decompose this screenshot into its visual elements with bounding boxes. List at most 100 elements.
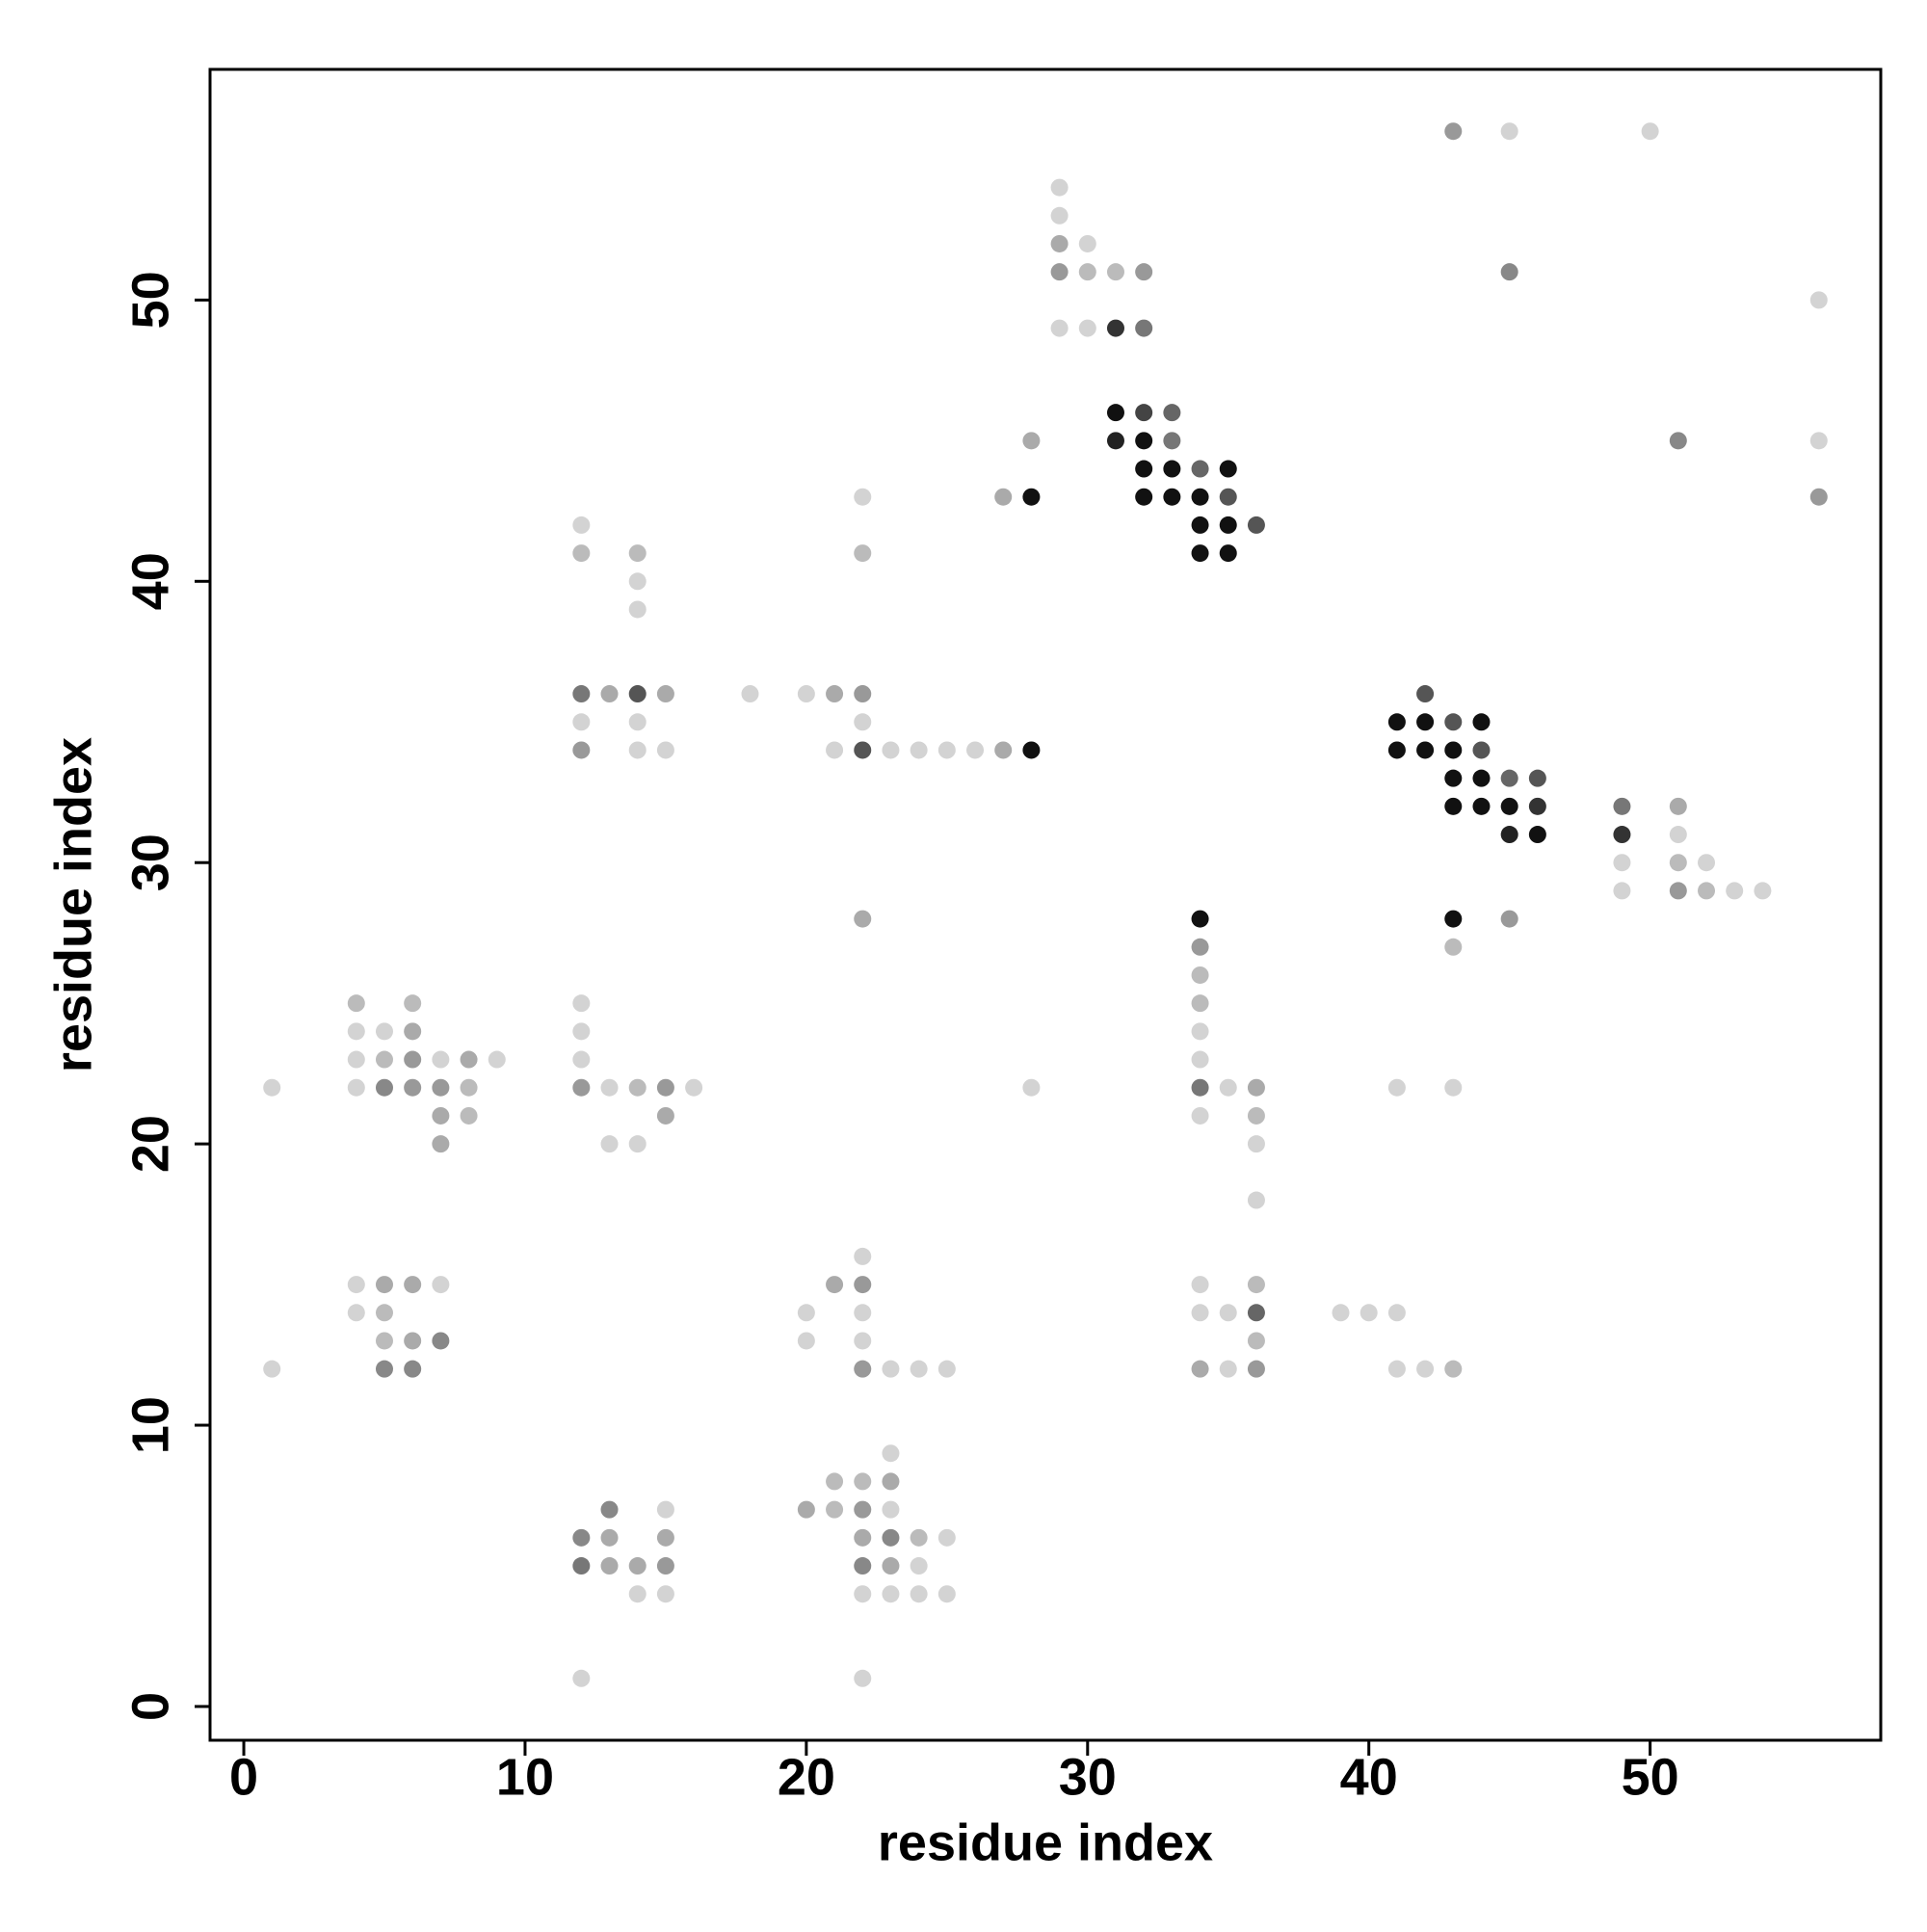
contact-point — [1387, 741, 1406, 759]
contact-point — [656, 685, 674, 703]
contact-point — [1500, 910, 1518, 928]
contact-point — [1809, 488, 1828, 506]
contact-point — [1500, 797, 1518, 815]
contact-point — [572, 1528, 591, 1547]
contact-point — [1809, 291, 1828, 309]
contact-point — [1754, 882, 1772, 900]
contact-point — [656, 741, 674, 759]
x-tick-label: 0 — [229, 1748, 258, 1806]
contact-point — [404, 1276, 422, 1294]
contact-point — [1219, 1078, 1237, 1097]
contact-point — [1050, 263, 1069, 281]
contact-point — [572, 1050, 591, 1069]
contact-point — [375, 1304, 393, 1322]
contact-point — [1528, 797, 1546, 815]
contact-point — [628, 1557, 647, 1575]
contact-point — [937, 1528, 956, 1547]
contact-point — [572, 685, 591, 703]
x-tick-label: 30 — [1059, 1748, 1117, 1806]
contact-point — [1022, 432, 1041, 450]
contact-point — [1444, 122, 1463, 141]
contact-point — [1191, 516, 1209, 534]
contact-point — [572, 1022, 591, 1041]
contact-point — [572, 544, 591, 563]
contact-point — [797, 1500, 815, 1519]
contact-point — [656, 1557, 674, 1575]
contact-point — [882, 1500, 900, 1519]
contact-point — [797, 1332, 815, 1350]
contact-point — [1191, 1304, 1209, 1322]
y-tick-label: 20 — [121, 1115, 179, 1173]
contact-point — [882, 741, 900, 759]
contact-point — [1444, 769, 1463, 787]
contact-point — [628, 1135, 647, 1153]
contact-point — [1078, 234, 1096, 252]
contact-point — [1050, 206, 1069, 225]
contact-point — [600, 685, 619, 703]
contact-point — [910, 1557, 928, 1575]
contact-point — [1219, 1360, 1237, 1378]
contact-point — [1500, 122, 1518, 141]
contact-point — [1135, 263, 1153, 281]
contact-point — [1416, 713, 1435, 731]
contact-point — [1472, 713, 1491, 731]
contact-point — [432, 1135, 450, 1153]
contact-point — [1669, 432, 1687, 450]
contact-point — [1332, 1304, 1350, 1322]
contact-point — [600, 1557, 619, 1575]
contact-point — [1219, 460, 1237, 478]
contact-point — [1191, 1276, 1209, 1294]
contact-point — [994, 488, 1013, 506]
contact-point — [572, 1669, 591, 1687]
contact-point — [1698, 882, 1716, 900]
x-tick-label: 50 — [1622, 1748, 1679, 1806]
contact-point — [1247, 1332, 1265, 1350]
contact-point — [600, 1500, 619, 1519]
contact-point — [460, 1078, 478, 1097]
contact-point — [1472, 741, 1491, 759]
contact-point — [854, 1247, 872, 1265]
contact-point — [937, 1585, 956, 1603]
contact-point — [656, 1106, 674, 1125]
contact-point — [1191, 1078, 1209, 1097]
contact-point — [854, 488, 872, 506]
contact-point — [1106, 319, 1124, 337]
contact-point — [1022, 741, 1041, 759]
contact-point — [1444, 797, 1463, 815]
contact-point — [1191, 994, 1209, 1013]
x-axis-label: residue index — [878, 1813, 1213, 1871]
contact-point — [432, 1078, 450, 1097]
contact-point — [1444, 938, 1463, 956]
contact-point — [628, 544, 647, 563]
contact-point — [882, 1444, 900, 1463]
contact-point — [375, 1360, 393, 1378]
contact-point — [572, 1078, 591, 1097]
contact-point — [1135, 319, 1153, 337]
contact-point — [1163, 404, 1181, 422]
contact-point — [854, 685, 872, 703]
contact-point — [854, 1557, 872, 1575]
contact-point — [910, 1585, 928, 1603]
contact-point — [1247, 1135, 1265, 1153]
contact-point — [1500, 826, 1518, 844]
contact-point — [1726, 882, 1744, 900]
contact-point — [1472, 797, 1491, 815]
contact-point — [1106, 404, 1124, 422]
contact-point — [347, 1050, 365, 1069]
contact-point — [404, 1360, 422, 1378]
plot-frame — [208, 67, 1883, 1742]
contact-point — [375, 1332, 393, 1350]
contact-point — [1191, 1106, 1209, 1125]
contact-point — [1191, 460, 1209, 478]
contact-point — [797, 685, 815, 703]
contact-point — [1078, 319, 1096, 337]
contact-point — [994, 741, 1013, 759]
y-axis-label: residue index — [44, 737, 102, 1072]
contact-point — [685, 1078, 703, 1097]
contact-point — [375, 1276, 393, 1294]
contact-point — [1387, 713, 1406, 731]
contact-point — [1669, 854, 1687, 872]
contact-point — [460, 1106, 478, 1125]
contact-point — [656, 1078, 674, 1097]
